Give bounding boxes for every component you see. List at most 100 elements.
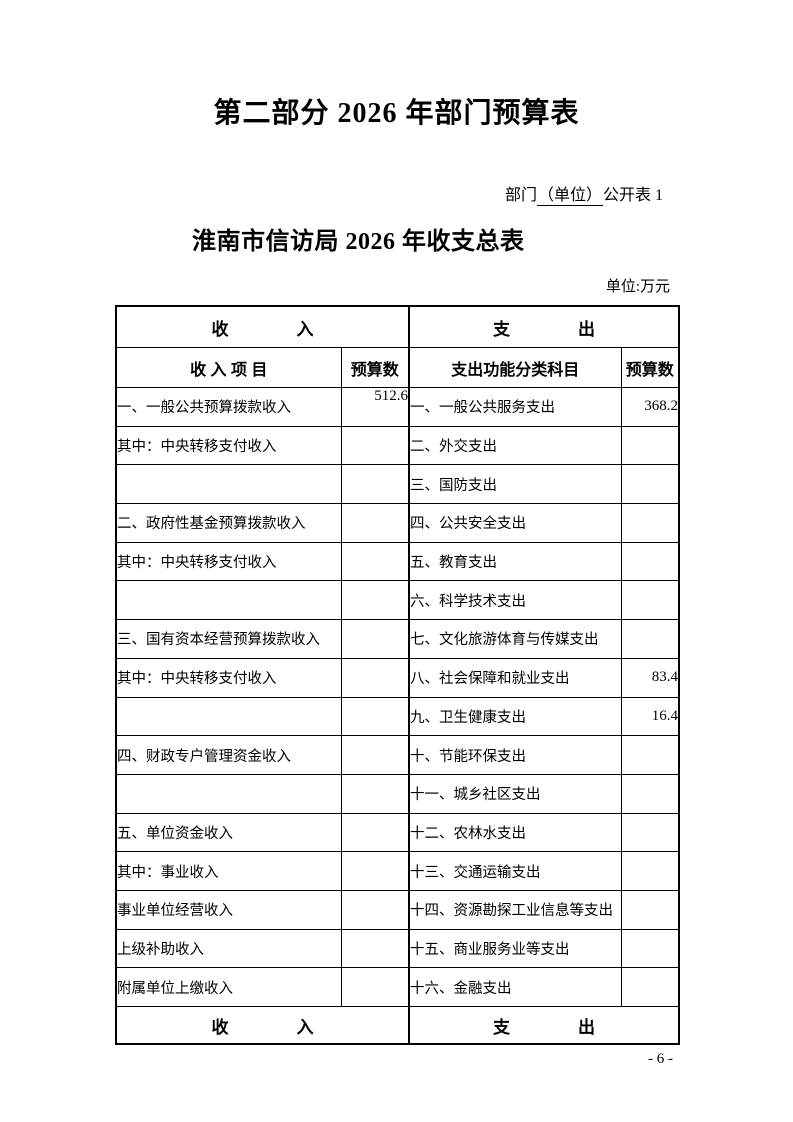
income-item-cell: 五、单位资金收入 <box>115 812 342 853</box>
expense-item-cell: 十三、交通运输支出 <box>408 851 622 891</box>
expense-item-cell: 一、一般公共服务支出 <box>408 387 622 427</box>
income-item-cell: 一、一般公共预算拨款收入 <box>115 387 342 427</box>
income-budget-cell <box>340 735 410 775</box>
income-item-cell: 其中：事业收入 <box>115 851 342 891</box>
income-item-cell: 四、财政专户管理资金收入 <box>115 735 342 775</box>
table-label-underlined: （单位） <box>536 187 603 206</box>
expense-item-cell: 二、外交支出 <box>408 425 622 466</box>
income-budget-cell <box>340 696 410 737</box>
expense-item-cell: 十一、城乡社区支出 <box>408 773 622 814</box>
expense-budget-cell: 16.4 <box>620 696 680 737</box>
table-row: 二、政府性基金预算拨款收入 四、公共安全支出 <box>115 503 680 543</box>
expense-budget-cell <box>620 773 680 814</box>
expense-item-cell: 十、节能环保支出 <box>408 735 622 775</box>
col-header-expense-item: 支出功能分类科目 <box>408 347 622 388</box>
income-item-cell <box>115 464 342 505</box>
page-content: 第二部分 2026 年部门预算表 部门（单位）公开表 1 淮南市信访局 2026… <box>115 0 680 1067</box>
income-budget-cell <box>340 928 410 969</box>
expense-budget-cell: 83.4 <box>620 657 680 698</box>
income-item-cell: 其中：中央转移支付收入 <box>115 657 342 698</box>
col-header-income-budget: 预算数 <box>340 347 410 388</box>
table-row: 其中：中央转移支付收入 五、教育支出 <box>115 541 680 582</box>
expense-item-cell: 四、公共安全支出 <box>408 503 622 543</box>
expense-budget-cell <box>620 619 680 659</box>
expense-item-cell: 五、教育支出 <box>408 541 622 582</box>
income-item-cell <box>115 773 342 814</box>
expense-budget-cell <box>620 967 680 1007</box>
income-budget-cell <box>340 967 410 1007</box>
income-budget-cell <box>340 812 410 853</box>
budget-table: 收 入 支 出 收 入 项 目 预算数 支出功能分类科目 预算数 一、一般公共预… <box>115 305 680 1045</box>
table-row: 事业单位经营收入 十四、资源勘探工业信息等支出 <box>115 889 680 930</box>
part-title: 第二部分 2026 年部门预算表 <box>213 98 580 129</box>
income-item-cell <box>115 580 342 621</box>
expense-section-footer: 支 出 <box>408 1006 680 1045</box>
expense-item-cell: 六、科学技术支出 <box>408 580 622 621</box>
table-row: 四、财政专户管理资金收入 十、节能环保支出 <box>115 735 680 775</box>
income-budget-cell <box>340 889 410 930</box>
income-budget-cell <box>340 851 410 891</box>
table-row: 三、国有资本经营预算拨款收入 七、文化旅游体育与传媒支出 <box>115 619 680 659</box>
table-row: 其中：中央转移支付收入 八、社会保障和就业支出 83.4 <box>115 657 680 698</box>
expense-budget-cell: 368.2 <box>620 387 680 427</box>
expense-item-cell: 七、文化旅游体育与传媒支出 <box>408 619 622 659</box>
income-budget-cell <box>340 657 410 698</box>
income-item-cell: 上级补助收入 <box>115 928 342 969</box>
expense-budget-cell <box>620 464 680 505</box>
table-title: 淮南市信访局 2026 年收支总表 <box>192 229 525 255</box>
income-budget-cell <box>340 773 410 814</box>
expense-budget-cell <box>620 889 680 930</box>
income-item-cell: 其中：中央转移支付收入 <box>115 425 342 466</box>
table-row: 五、单位资金收入 十二、农林水支出 <box>115 812 680 853</box>
income-item-cell: 事业单位经营收入 <box>115 889 342 930</box>
table-row: 上级补助收入 十五、商业服务业等支出 <box>115 928 680 969</box>
table-row: 三、国防支出 <box>115 464 680 505</box>
income-budget-cell <box>340 503 410 543</box>
table-label-prefix: 部门 <box>504 187 537 204</box>
expense-budget-cell <box>620 541 680 582</box>
col-header-income-item: 收 入 项 目 <box>115 347 342 388</box>
income-item-cell: 三、国有资本经营预算拨款收入 <box>115 619 342 659</box>
expense-budget-cell <box>620 812 680 853</box>
income-section-header: 收 入 <box>115 305 410 348</box>
expense-budget-cell <box>620 503 680 543</box>
table-row: 十一、城乡社区支出 <box>115 773 680 814</box>
income-item-cell: 二、政府性基金预算拨款收入 <box>115 503 342 543</box>
col-header-expense-budget: 预算数 <box>620 347 680 388</box>
unit-note: 单位:万元 <box>605 279 670 295</box>
expense-item-cell: 八、社会保障和就业支出 <box>408 657 622 698</box>
table-row: 六、科学技术支出 <box>115 580 680 621</box>
income-item-cell: 附属单位上缴收入 <box>115 967 342 1007</box>
expense-budget-cell <box>620 928 680 969</box>
income-budget-cell <box>340 541 410 582</box>
income-budget-cell <box>340 425 410 466</box>
expense-budget-cell <box>620 425 680 466</box>
expense-budget-cell <box>620 580 680 621</box>
expense-item-cell: 三、国防支出 <box>408 464 622 505</box>
income-budget-cell: 512.6 <box>340 387 410 427</box>
income-budget-cell <box>340 580 410 621</box>
income-item-cell <box>115 696 342 737</box>
table-row: 一、一般公共预算拨款收入 512.6 一、一般公共服务支出 368.2 <box>115 387 680 427</box>
income-section-footer: 收 入 <box>115 1006 410 1045</box>
expense-section-header: 支 出 <box>408 305 680 348</box>
table-row: 其中：中央转移支付收入 二、外交支出 <box>115 425 680 466</box>
section-footer-row: 收 入 支 出 <box>115 1006 680 1045</box>
expense-budget-cell <box>620 735 680 775</box>
table-row: 其中：事业收入 十三、交通运输支出 <box>115 851 680 891</box>
table-row: 附属单位上缴收入 十六、金融支出 <box>115 967 680 1007</box>
section-header-row: 收 入 支 出 <box>115 305 680 348</box>
page-number: - 6 - <box>648 1051 673 1067</box>
expense-item-cell: 十五、商业服务业等支出 <box>408 928 622 969</box>
table-label-suffix: 公开表 1 <box>602 187 663 204</box>
income-budget-cell <box>340 464 410 505</box>
expense-item-cell: 十二、农林水支出 <box>408 812 622 853</box>
expense-budget-cell <box>620 851 680 891</box>
income-budget-cell <box>340 619 410 659</box>
income-item-cell: 其中：中央转移支付收入 <box>115 541 342 582</box>
table-label: 部门（单位）公开表 1 <box>115 186 678 206</box>
expense-item-cell: 九、卫生健康支出 <box>408 696 622 737</box>
expense-item-cell: 十六、金融支出 <box>408 967 622 1007</box>
expense-item-cell: 十四、资源勘探工业信息等支出 <box>408 889 622 930</box>
